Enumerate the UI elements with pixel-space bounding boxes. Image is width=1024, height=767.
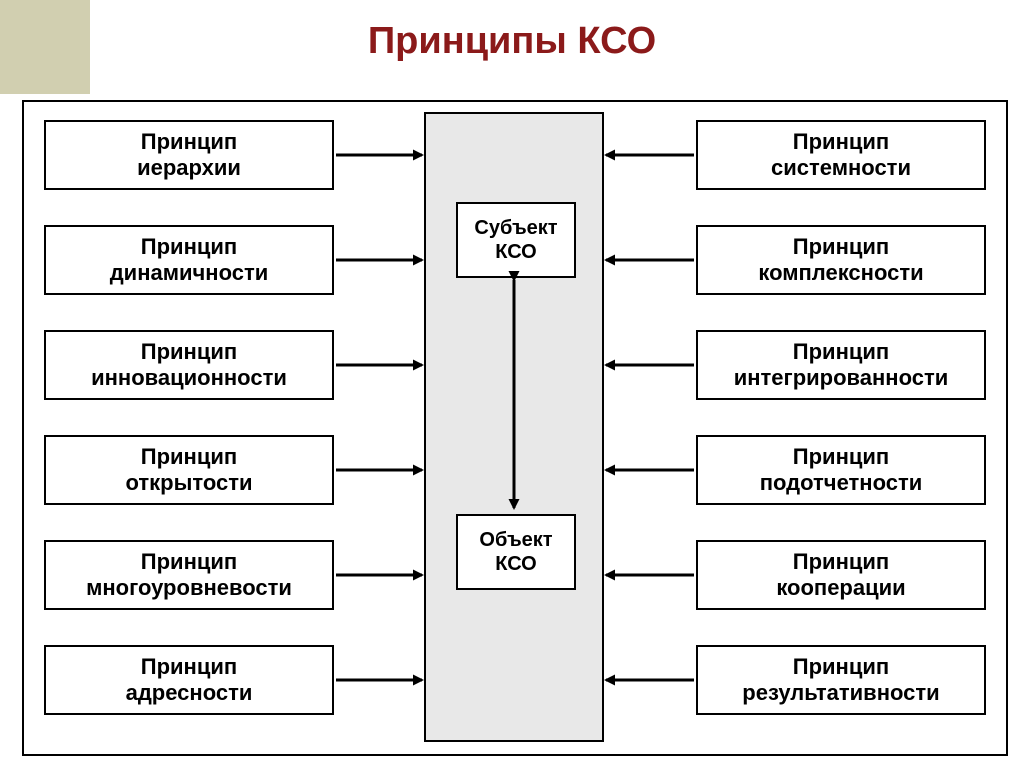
- center-subject-box: СубъектКСО: [456, 202, 576, 278]
- diagram: Принципиерархии Принципдинамичности Прин…: [24, 102, 1006, 754]
- left-principle-3: Принципинновационности: [44, 330, 334, 400]
- right-principle-3: Принципинтегрированности: [696, 330, 986, 400]
- left-principle-5: Принципмногоуровневости: [44, 540, 334, 610]
- left-principle-1: Принципиерархии: [44, 120, 334, 190]
- right-principle-4: Принципподотчетности: [696, 435, 986, 505]
- center-object-box: ОбъектКСО: [456, 514, 576, 590]
- right-principle-1: Принципсистемности: [696, 120, 986, 190]
- right-principle-6: Принципрезультативности: [696, 645, 986, 715]
- left-principle-4: Принципоткрытости: [44, 435, 334, 505]
- right-principle-2: Принципкомплексности: [696, 225, 986, 295]
- left-principle-2: Принципдинамичности: [44, 225, 334, 295]
- diagram-frame: Принципиерархии Принципдинамичности Прин…: [22, 100, 1008, 756]
- center-column: СубъектКСО ОбъектКСО: [424, 112, 604, 742]
- left-principle-6: Принципадресности: [44, 645, 334, 715]
- page-title: Принципы КСО: [0, 20, 1024, 63]
- right-principle-5: Принципкооперации: [696, 540, 986, 610]
